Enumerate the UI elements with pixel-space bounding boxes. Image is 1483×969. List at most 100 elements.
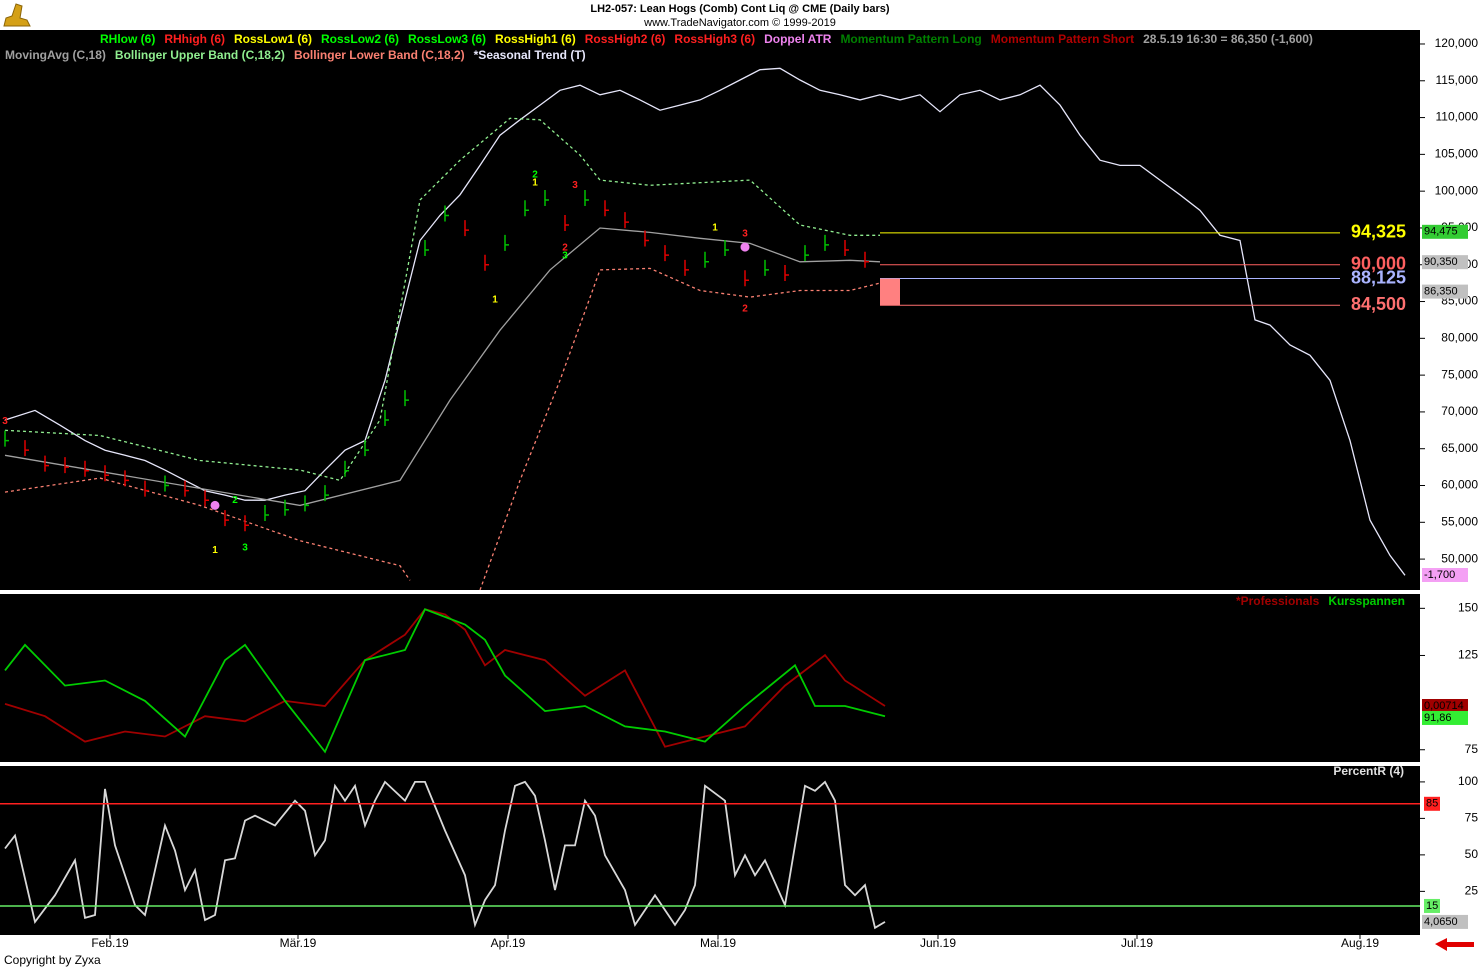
price-box <box>1422 255 1468 270</box>
price-bar <box>584 189 589 206</box>
legend-row: MovingAvg (C,18) Bollinger Upper Band (C,… <box>5 48 586 62</box>
legend-item: Doppel ATR <box>764 32 832 46</box>
subtitle: www.TradeNavigator.com © 1999-2019 <box>643 17 836 29</box>
y-tick-label: 100 <box>1458 774 1478 788</box>
price-bar <box>444 205 449 222</box>
legend-item: Bollinger Upper Band (C,18,2) <box>114 48 285 62</box>
price-bar <box>624 212 629 229</box>
x-tick-label: Mär.19 <box>280 936 317 950</box>
price-bar <box>124 470 129 487</box>
price-box-label: 0,00714 <box>1424 700 1464 712</box>
legend-item: Kursspannen <box>1328 594 1405 608</box>
y-tick-label: 115,000 <box>1436 73 1479 87</box>
price-bar <box>804 245 809 262</box>
x-tick-label: Mai.19 <box>700 936 736 950</box>
series-line <box>4 608 886 754</box>
pattern-label: 3 <box>562 251 568 262</box>
series-line <box>4 608 886 748</box>
y-tick-label: 75 <box>1465 811 1479 825</box>
pattern-label: 3 <box>572 180 578 191</box>
legend-item: RossLow2 (6) <box>321 32 400 46</box>
price-bar <box>704 251 709 268</box>
panel <box>0 594 1420 762</box>
price-bar <box>144 480 149 497</box>
price-bar <box>844 240 849 257</box>
doppel-atr-point <box>740 242 750 252</box>
legend-item: Bollinger Lower Band (C,18,2) <box>293 48 465 62</box>
price-bar <box>364 440 369 457</box>
price-bar <box>304 495 309 512</box>
price-bar <box>24 440 29 457</box>
level-label: 84,500 <box>1351 294 1406 314</box>
series-line <box>4 227 881 507</box>
price-box <box>1422 224 1468 239</box>
legend-item: MovingAvg (C,18) <box>5 48 106 62</box>
y-tick-label: 150 <box>1458 601 1478 615</box>
price-bar <box>544 189 549 206</box>
x-tick-label: Apr.19 <box>491 936 526 950</box>
y-tick-label: 25 <box>1465 884 1479 898</box>
series-line <box>4 117 880 482</box>
legend-item: *Professionals <box>1235 594 1320 608</box>
level-label: 94,325 <box>1351 222 1406 242</box>
x-tick-label: Jun.19 <box>920 936 956 950</box>
legend-item: RossHigh2 (6) <box>584 32 666 46</box>
series-line <box>4 67 1406 576</box>
price-bar <box>464 220 469 237</box>
y-tick-label: 55,000 <box>1441 514 1478 528</box>
x-tick-label: Feb.19 <box>91 936 129 950</box>
price-bar <box>684 259 689 276</box>
level-label: 88,125 <box>1351 267 1406 287</box>
price-bar <box>64 457 69 474</box>
pattern-label: 1 <box>212 545 218 556</box>
price-bar <box>524 200 529 217</box>
y-tick-label: 125 <box>1458 648 1478 662</box>
price-bar <box>764 259 769 276</box>
y-tick-label: 60,000 <box>1441 478 1478 492</box>
y-tick-label: 50 <box>1465 847 1479 861</box>
price-bar <box>204 490 209 507</box>
footer: Copyright by Zyxa <box>4 953 101 967</box>
legend-item: Momentum Pattern Short <box>990 32 1135 46</box>
y-tick-label: 120,000 <box>1435 36 1479 50</box>
series-line <box>4 780 886 930</box>
legend-item: RossHigh1 (6) <box>495 32 576 46</box>
series-line <box>4 267 881 590</box>
legend-item: RossLow1 (6) <box>234 32 313 46</box>
pattern-label: 2 <box>232 495 238 506</box>
price-bar <box>224 510 229 527</box>
title: LH2-057: Lean Hogs (Comb) Cont Liq @ CME… <box>590 3 890 15</box>
pattern-label: 1 <box>532 178 538 189</box>
price-bar <box>164 475 169 492</box>
price-box-label: -1,700 <box>1424 569 1455 581</box>
legend-row: RHlow (6) RHhigh (6) RossLow1 (6) RossLow2 … <box>100 32 1313 46</box>
price-box-label: 91,86 <box>1424 712 1452 724</box>
price-box-label: 4,0650 <box>1424 916 1458 928</box>
scroll-arrow[interactable] <box>1435 938 1474 951</box>
price-bar <box>104 465 109 482</box>
price-bar <box>84 460 89 477</box>
y-tick-label: 70,000 <box>1441 404 1478 418</box>
price-bar <box>744 270 749 287</box>
x-tick-label: Aug.19 <box>1341 936 1379 950</box>
level-label: 15 <box>1426 900 1438 912</box>
x-tick-label: Jul.19 <box>1121 936 1153 950</box>
pattern-label: 1 <box>492 295 498 306</box>
price-bar <box>484 254 489 271</box>
price-bar <box>664 245 669 262</box>
legend-item: RossLow3 (6) <box>408 32 487 46</box>
price-box <box>1422 284 1468 299</box>
price-box <box>1422 710 1468 725</box>
level-box <box>1424 796 1440 811</box>
doppel-atr-point <box>210 500 220 510</box>
price-bar <box>44 455 49 472</box>
price-bar <box>244 515 249 532</box>
legend-item: RossHigh3 (6) <box>674 32 756 46</box>
price-bar <box>824 234 829 251</box>
pattern-label: 2 <box>562 242 568 253</box>
price-box-label: 94,475 <box>1424 226 1458 238</box>
level-label: 90,000 <box>1351 253 1406 273</box>
